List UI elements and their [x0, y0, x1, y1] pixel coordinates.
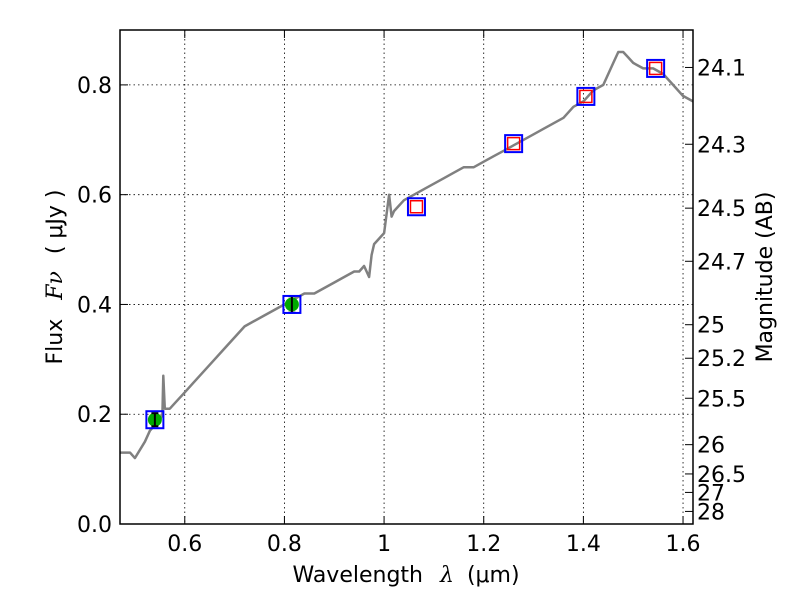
model-point: [648, 61, 663, 76]
marker-layer: [145, 58, 666, 430]
x-tick-label: 0.6: [167, 532, 202, 557]
y-tick-label: 0.0: [77, 513, 112, 538]
y2-tick-label: 25: [697, 314, 725, 339]
y-tick-label: 0.2: [77, 403, 112, 428]
band-box: [282, 294, 302, 314]
band-box: [406, 197, 426, 217]
x-axis-label: Wavelength λ (μm): [292, 563, 519, 588]
band-box: [646, 58, 666, 78]
x-axis-label-symbol: λ: [439, 563, 454, 588]
x-tick-label: 0.8: [267, 532, 302, 557]
model-point: [579, 89, 593, 104]
y2-axis-label: Magnitude (AB): [753, 192, 778, 363]
band-box: [504, 134, 524, 154]
x-tick-label: 1.2: [466, 532, 501, 557]
y2-tick-label: 24.7: [697, 250, 746, 275]
x-axis-label-text: Wavelength: [292, 563, 423, 588]
plot-frame: [119, 29, 694, 525]
y2-tick-label: 26.5: [697, 463, 746, 488]
y-tick-label: 0.4: [77, 293, 112, 318]
grid: [120, 30, 693, 525]
model-point: [409, 199, 424, 214]
ticks: 0.6 0.8 1 1.2 1.4 1.6 0.0 0.2 0.4 0.6 0.8 24.1 24.3 2…: [77, 30, 746, 557]
x-tick-label: 1.6: [666, 532, 701, 557]
y2-tick-label: 26: [697, 434, 725, 459]
y-axis-label-text: Flux: [43, 319, 68, 365]
y2-tick-label: 27: [697, 481, 725, 506]
y-tick-label: 0.6: [77, 184, 112, 209]
y2-tick-label: 24.3: [697, 133, 746, 158]
x-tick-label: 1: [377, 532, 391, 557]
band-box: [576, 86, 596, 106]
y2-tick-label: 24.5: [697, 197, 746, 222]
y2-tick-label: 24.1: [697, 56, 746, 81]
x-axis-label-unit: (μm): [467, 563, 520, 588]
y-axis-label-symbol: Fν: [43, 271, 68, 301]
y2-tick-label: 25.2: [697, 347, 746, 372]
x-tick-label: 1.4: [566, 532, 601, 557]
band-box: [145, 410, 165, 430]
spectrum-layer: [120, 50, 694, 460]
model-point: [506, 136, 521, 151]
y-axis-label-unit: ( μJy ): [43, 189, 68, 254]
spectrum-line: [120, 50, 694, 460]
y-axis-label: Flux Fν ( μJy ): [43, 189, 68, 364]
y-tick-label: 0.8: [77, 74, 112, 99]
y2-tick-label: 28: [697, 500, 725, 525]
y2-tick-label: 25.5: [697, 387, 746, 412]
